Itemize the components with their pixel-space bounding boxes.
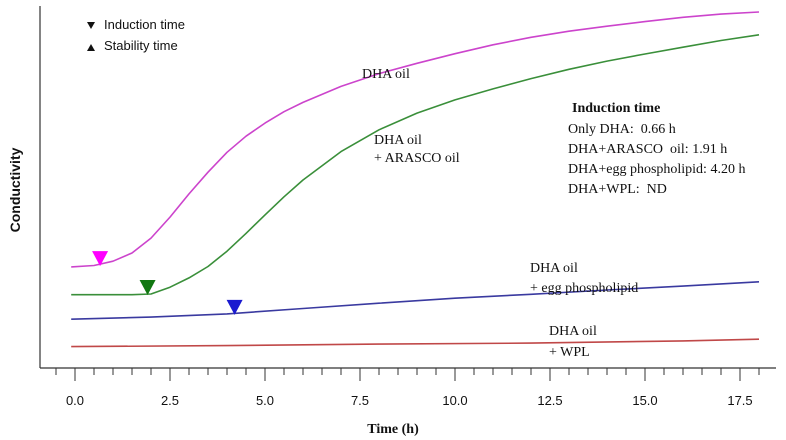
series-label-arasco-line2: + ARASCO oil	[374, 151, 460, 166]
legend-up-triangle-icon	[87, 44, 95, 51]
x-tick-label: 5.0	[256, 393, 274, 408]
series-label-wpl-line1: DHA oil	[549, 324, 597, 339]
x-axis-label: Time (h)	[367, 422, 419, 437]
annotation-line-wpl: DHA+WPL: ND	[568, 182, 667, 197]
x-tick-label: 15.0	[632, 393, 657, 408]
series-layer	[71, 11, 760, 348]
x-tick-label: 17.5	[727, 393, 752, 408]
legend-label-induction: Induction time	[104, 17, 185, 32]
x-tick-label: 0.0	[66, 393, 84, 408]
x-tick-label: 7.5	[351, 393, 369, 408]
y-axis-label: Conductivity	[7, 147, 23, 232]
x-axis-ticks	[55, 368, 760, 381]
series-labels: DHA oil DHA oil + ARASCO oil DHA oil + e…	[362, 67, 638, 360]
annotation-title: Induction time	[572, 101, 660, 116]
marker-layer	[92, 251, 243, 315]
annotation-line-egg: DHA+egg phospholipid: 4.20 h	[568, 162, 745, 177]
x-tick-label: 10.0	[442, 393, 467, 408]
series-label-egg-line1: DHA oil	[530, 261, 578, 276]
induction-marker-0	[92, 251, 109, 267]
x-tick-label: 2.5	[161, 393, 179, 408]
induction-time-annotation: Induction time Only DHA: 0.66 h DHA+ARAS…	[568, 101, 745, 197]
x-tick-label: 12.5	[537, 393, 562, 408]
series-line-1	[71, 34, 760, 296]
series-line-3	[71, 338, 760, 348]
series-line-2	[71, 281, 760, 320]
legend-label-stability: Stability time	[104, 38, 178, 53]
series-label-wpl-line2: + WPL	[549, 345, 590, 360]
induction-marker-2	[226, 299, 243, 315]
legend-down-triangle-icon	[87, 22, 95, 29]
series-line-0	[71, 11, 760, 268]
series-label-dha: DHA oil	[362, 67, 410, 82]
series-label-egg-line2: + egg phospholipid	[530, 281, 638, 296]
annotation-line-only-dha: Only DHA: 0.66 h	[568, 122, 676, 137]
x-axis-tick-labels: 0.0 2.5 5.0 7.5 10.0 12.5 15.0 17.5	[66, 393, 753, 408]
annotation-line-arasco: DHA+ARASCO oil: 1.91 h	[568, 142, 727, 157]
induction-marker-1	[139, 279, 156, 295]
series-label-arasco-line1: DHA oil	[374, 133, 422, 148]
legend: Induction time Stability time	[87, 17, 185, 53]
